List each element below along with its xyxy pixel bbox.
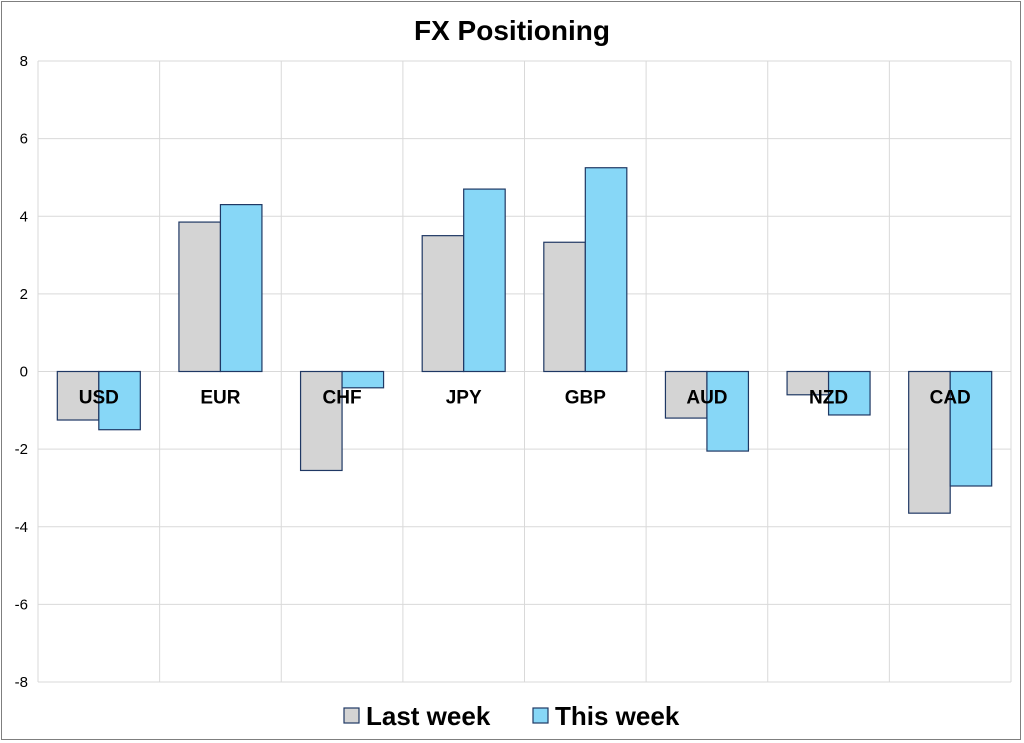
y-tick-label: 2 — [20, 286, 28, 303]
category-label: CHF — [323, 388, 362, 409]
category-label: AUD — [686, 388, 727, 409]
bar-cad-last-week — [908, 370, 951, 514]
bar-gbp-this-week — [584, 167, 628, 373]
bar-usd-this-week — [98, 370, 141, 431]
bar-eur-this-week — [219, 204, 263, 373]
labels: 8 6 4 2 0 -2 -4 -6 -8 USD EUR CHF JPY GBP AUD NZD CAD — [15, 53, 971, 691]
chart-title: FX Positioning — [414, 15, 610, 46]
legend-swatch-last-week — [343, 707, 360, 724]
y-tick-label: 6 — [20, 131, 28, 148]
bar-cad-this-week — [949, 370, 993, 487]
bar-chf-last-week — [299, 370, 343, 472]
bar-jpy-last-week — [421, 235, 465, 373]
bar-aud-last-week — [664, 370, 708, 419]
legend-swatch-this-week — [532, 707, 549, 724]
category-label: JPY — [446, 388, 482, 409]
y-tick-label: 0 — [20, 364, 28, 381]
bar-chf-this-week — [341, 370, 385, 389]
category-label: EUR — [200, 388, 240, 409]
y-tick-label: -8 — [15, 674, 28, 691]
y-tick-label: 4 — [20, 208, 28, 225]
grid — [37, 60, 1012, 683]
bar-gbp-last-week — [543, 241, 586, 373]
legend-label-last-week: Last week — [366, 701, 491, 731]
category-label: USD — [79, 388, 119, 409]
category-label: CAD — [930, 388, 971, 409]
y-tick-label: 8 — [20, 53, 28, 70]
bar-jpy-this-week — [463, 188, 506, 373]
y-tick-label: -2 — [15, 441, 28, 458]
y-tick-label: -6 — [15, 596, 28, 613]
category-label: NZD — [809, 388, 848, 409]
bars — [56, 167, 993, 514]
legend-label-this-week: This week — [555, 701, 680, 731]
category-label: GBP — [565, 388, 607, 409]
bar-aud-this-week — [706, 370, 750, 452]
y-tick-label: -4 — [15, 519, 28, 536]
legend: Last week This week — [343, 701, 680, 731]
bar-nzd-this-week — [827, 370, 871, 416]
bar-eur-last-week — [178, 221, 222, 373]
